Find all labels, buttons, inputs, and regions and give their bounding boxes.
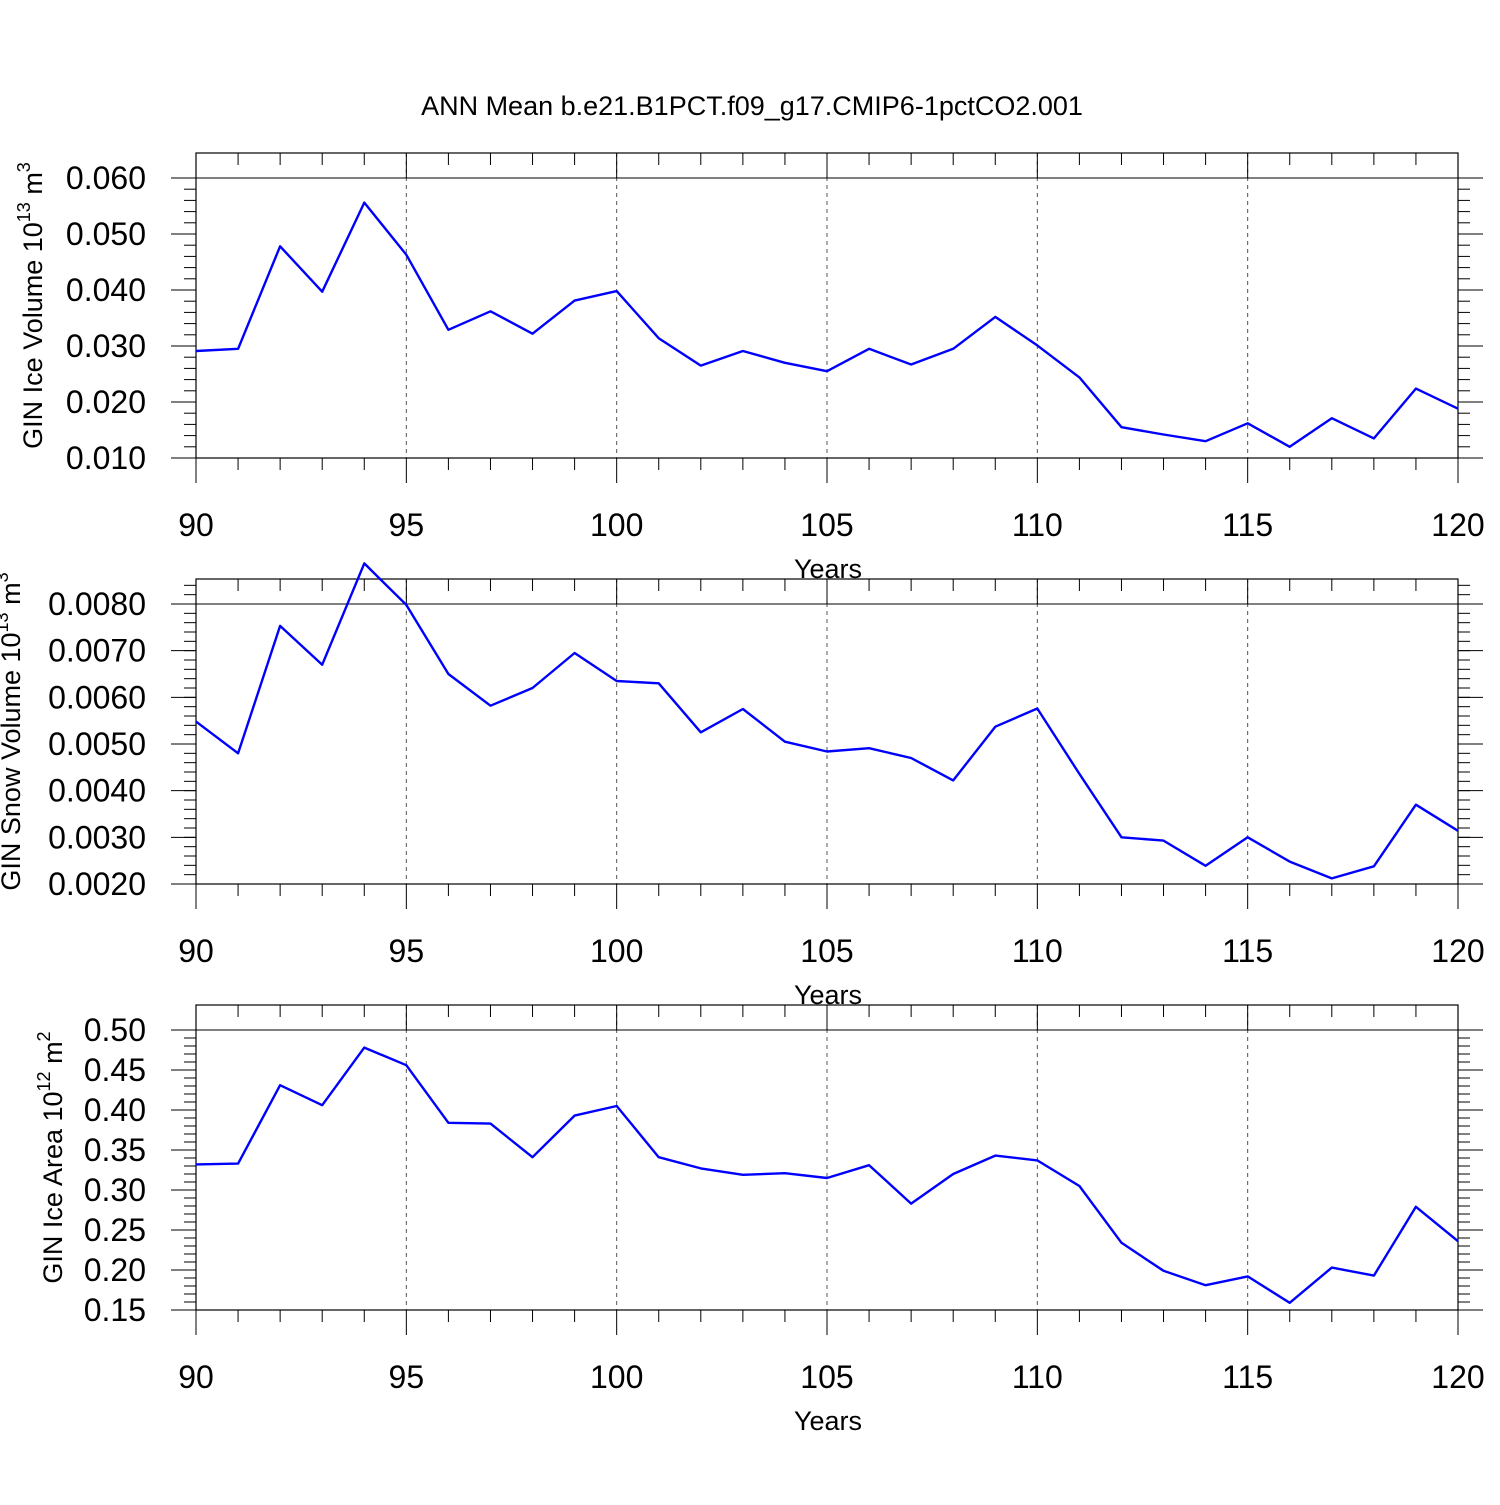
y-tick-label: 0.0020 xyxy=(48,866,146,902)
x-tick-label: 115 xyxy=(1222,507,1273,543)
x-tick-label: 120 xyxy=(1431,1359,1484,1395)
y-axis-label: GIN Ice Volume 1013 m3 xyxy=(14,162,48,449)
x-tick-label: 115 xyxy=(1222,933,1273,969)
y-tick-label: 0.020 xyxy=(66,384,146,420)
y-tick-label: 0.0050 xyxy=(48,726,146,762)
y-tick-label: 0.0080 xyxy=(48,586,146,622)
x-tick-label: 90 xyxy=(178,1359,214,1395)
y-tick-label: 0.45 xyxy=(84,1052,146,1088)
chart-title: ANN Mean b.e21.B1PCT.f09_g17.CMIP6-1pctC… xyxy=(421,91,1083,121)
x-tick-label: 95 xyxy=(389,933,425,969)
y-tick-label: 0.50 xyxy=(84,1012,146,1048)
x-tick-label: 90 xyxy=(178,507,214,543)
series-line xyxy=(196,563,1458,878)
y-tick-label: 0.40 xyxy=(84,1092,146,1128)
y-tick-label: 0.030 xyxy=(66,328,146,364)
x-tick-label: 100 xyxy=(590,1359,643,1395)
x-tick-label: 105 xyxy=(800,1359,853,1395)
y-tick-label: 0.20 xyxy=(84,1252,146,1288)
x-tick-label: 120 xyxy=(1431,507,1484,543)
y-tick-label: 0.35 xyxy=(84,1132,146,1168)
x-tick-label: 95 xyxy=(389,1359,425,1395)
y-tick-label: 0.15 xyxy=(84,1292,146,1328)
y-tick-label: 0.0060 xyxy=(48,679,146,715)
y-tick-label: 0.0070 xyxy=(48,633,146,669)
x-tick-label: 115 xyxy=(1222,1359,1273,1395)
y-tick-label: 0.0030 xyxy=(48,819,146,855)
x-tick-label: 120 xyxy=(1431,933,1484,969)
y-tick-label: 0.25 xyxy=(84,1212,146,1248)
y-tick-label: 0.30 xyxy=(84,1172,146,1208)
x-tick-label: 100 xyxy=(590,933,643,969)
x-tick-label: 105 xyxy=(800,933,853,969)
x-tick-label: 110 xyxy=(1012,1359,1063,1395)
y-tick-label: 0.060 xyxy=(66,160,146,196)
y-tick-label: 0.050 xyxy=(66,216,146,252)
x-tick-label: 90 xyxy=(178,933,214,969)
x-axis-label: Years xyxy=(794,1406,862,1436)
x-tick-label: 105 xyxy=(800,507,853,543)
y-tick-label: 0.010 xyxy=(66,440,146,476)
x-tick-label: 95 xyxy=(389,507,425,543)
y-axis-label: GIN Ice Area 1012 m2 xyxy=(34,1031,68,1283)
x-tick-label: 110 xyxy=(1012,507,1063,543)
y-tick-label: 0.0040 xyxy=(48,773,146,809)
y-tick-label: 0.040 xyxy=(66,272,146,308)
x-tick-label: 110 xyxy=(1012,933,1063,969)
y-axis-label: GIN Snow Volume 1013 m3 xyxy=(0,572,26,890)
x-tick-label: 100 xyxy=(590,507,643,543)
